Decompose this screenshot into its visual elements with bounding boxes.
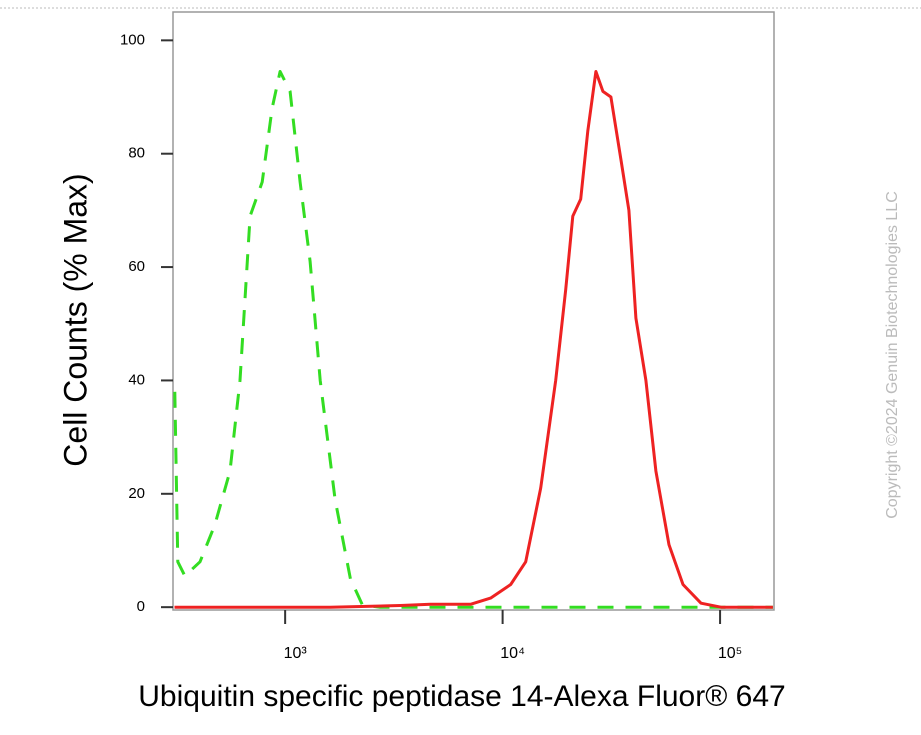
y-tick-label: 100 <box>120 31 145 48</box>
y-tick-label: 0 <box>137 598 145 615</box>
series-line <box>173 70 773 609</box>
x-tick-label: 10⁵ <box>718 645 742 662</box>
y-tick-label: 20 <box>128 485 145 502</box>
plot-frame <box>172 11 775 611</box>
x-axis-title: Ubiquitin specific peptidase 14-Alexa Fl… <box>138 680 785 713</box>
y-axis-title: Cell Counts (% Max) <box>57 173 93 466</box>
series-line <box>174 70 773 609</box>
x-tick-label: 10⁴ <box>500 645 525 662</box>
y-tick-label: 60 <box>128 258 145 275</box>
watermark: Copyright ©2024 Genuin Biotechnologies L… <box>884 191 901 519</box>
y-tick-label: 40 <box>128 371 145 388</box>
x-tick-label: 10³ <box>284 645 308 662</box>
y-tick-label: 80 <box>128 145 145 162</box>
